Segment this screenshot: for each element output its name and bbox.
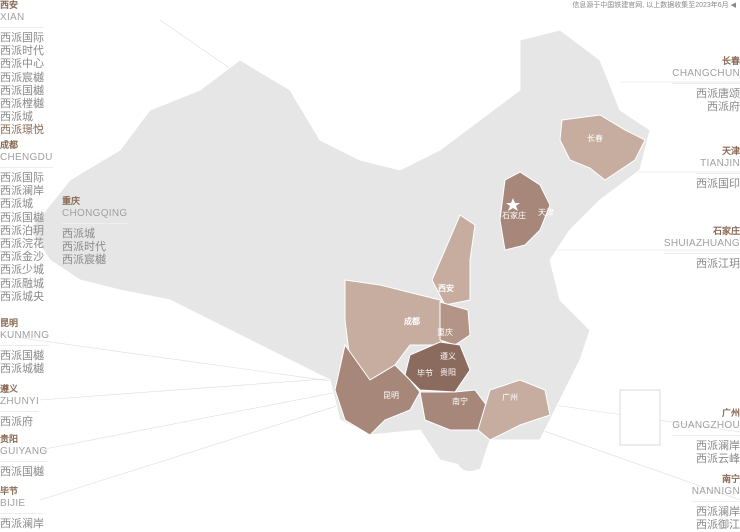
city-pinyin: NANNIGN [691, 485, 740, 502]
city-pinyin: CHENGDU [0, 151, 53, 168]
project-item: 西派时代 [0, 45, 44, 58]
project-item: 西派国际 [0, 32, 44, 44]
city-name: 遵义 [0, 384, 19, 394]
city-block-nannign: 南宁 NANNIGN 西派澜岸 西派御江 [691, 474, 740, 532]
source-note: 信息源于中国铁建官网, 以上数据收集至2023年6月 ◀ [572, 2, 736, 9]
city-block-guiyang: 贵阳 GUIYANG 西派国樾 [0, 434, 48, 479]
map-city-label: 毕节 [417, 369, 433, 378]
city-block-changchun: 长春 CHANGCHUN 西派唐颂 西派府 [672, 56, 740, 114]
city-pinyin: TIANJIN [696, 157, 740, 174]
province-hebei [499, 171, 551, 251]
project-item: 西派宸樾 [62, 254, 106, 267]
project-item: 西派国樾 [0, 211, 44, 224]
city-pinyin: CHANGCHUN [672, 67, 740, 84]
project-item: 西派国际 [0, 172, 44, 184]
project-item: 西派国樾 [0, 466, 44, 478]
map-city-label: 昆明 [383, 391, 399, 400]
project-item: 西派浣花 [0, 238, 44, 251]
china-base [29, 29, 651, 471]
map-city-label: 石家庄 [502, 211, 526, 220]
map-city-label: 南宁 [452, 397, 468, 406]
city-pinyin: BIJIE [0, 497, 44, 514]
project-item: 西派中心 [0, 58, 44, 71]
city-block-kunming: 昆明 KUNMING 西派国樾 西派城樾 [0, 318, 50, 376]
project-item: 西派江玥 [696, 258, 740, 270]
project-item: 西派城 [0, 198, 33, 211]
map-city-label: 成都 [404, 317, 420, 326]
project-item: 西派府 [0, 416, 33, 428]
project-item: 西派金沙 [0, 251, 44, 264]
city-pinyin: GUIYANG [0, 445, 48, 462]
map-city-label: 广州 [502, 393, 518, 402]
project-item: 西派城樾 [0, 363, 44, 376]
province-shaanxi [431, 214, 476, 306]
city-block-chengdu: 成都 CHENGDU 西派国际 西派澜岸 西派城 西派国樾 西派泊玥 西派浣花 西派金沙 西派少城… [0, 140, 53, 304]
city-pinyin: XIAN [0, 11, 44, 28]
map-city-label: 天津 [538, 208, 554, 217]
project-item: 西派国樾 [0, 350, 44, 362]
project-item: 西派城央 [0, 290, 44, 303]
project-item: 西派澜岸 [0, 518, 44, 530]
city-name: 长春 [721, 56, 740, 66]
city-block-xian: 西安 XIAN 西派国际 西派时代 西派中心 西派宸樾 西派国樾 西派樘樾 西派城 西派璟悦 [0, 0, 44, 138]
city-name: 天津 [721, 146, 740, 156]
project-item: 西派澜岸 [696, 440, 740, 452]
project-item: 西派时代 [62, 241, 106, 254]
city-pinyin: ZHUNYI [0, 395, 40, 412]
city-name: 成都 [0, 140, 19, 150]
city-pinyin: CHONGQING [62, 207, 128, 224]
leader-line [0, 334, 396, 391]
south-china-sea-inset [619, 389, 661, 446]
city-block-bijie: 毕节 BIJIE 西派澜岸 [0, 486, 44, 531]
project-item: 西派国印 [696, 178, 740, 190]
map-city-label: 重庆 [437, 328, 453, 337]
city-name: 昆明 [0, 318, 19, 328]
province-jilin [559, 114, 646, 181]
project-item: 西派府 [707, 101, 740, 114]
province-chongqing [439, 301, 471, 346]
map-city-label: 贵阳 [440, 368, 456, 377]
city-name: 西安 [0, 0, 19, 10]
project-item: 西派御江 [696, 519, 740, 532]
project-item: 西派澜岸 [0, 185, 44, 198]
map-city-label: 西安 [438, 284, 454, 293]
city-name: 毕节 [0, 486, 19, 496]
city-name: 南宁 [721, 474, 740, 484]
province-guangdong [477, 379, 551, 441]
project-item: 西派云峰 [696, 453, 740, 466]
city-block-guangzhou: 广州 GUANGZHOU 西派澜岸 西派云峰 [672, 408, 740, 466]
city-block-chongqing: 重庆 CHONGQING 西派城 西派时代 西派宸樾 [62, 196, 128, 268]
project-item: 西派少城 [0, 264, 44, 277]
project-item: 西派融城 [0, 277, 44, 290]
city-name: 贵阳 [0, 434, 19, 444]
project-item: 西派唐颂 [696, 88, 740, 100]
map-city-label: 遵义 [440, 352, 456, 361]
city-name: 广州 [721, 408, 740, 418]
city-block-shuiazhuang: 石家庄 SHUIAZHUANG 西派江玥 [663, 226, 740, 271]
city-pinyin: KUNMING [0, 329, 50, 346]
island-hainan [458, 453, 482, 471]
project-item: 西派泊玥 [0, 224, 44, 237]
city-block-zhunyi: 遵义 ZHUNYI 西派府 [0, 384, 40, 429]
star-icon [506, 198, 520, 211]
city-pinyin: SHUIAZHUANG [663, 237, 740, 254]
province-yunnan [334, 343, 421, 436]
city-block-tianjin: 天津 TIANJIN 西派国印 [696, 146, 740, 191]
project-item: 西派樘樾 [0, 98, 44, 111]
project-item: 西派澜岸 [696, 506, 740, 518]
city-pinyin: GUANGZHOU [672, 419, 740, 436]
project-item: 西派城 [62, 228, 95, 240]
project-item: 西派城 [0, 111, 33, 124]
city-name: 重庆 [62, 196, 81, 206]
map-city-label: 长春 [587, 134, 603, 143]
project-item: 西派国樾 [0, 84, 44, 97]
project-item: 西派宸樾 [0, 71, 44, 84]
project-item: 西派璟悦 [0, 124, 44, 137]
city-name: 石家庄 [712, 226, 740, 236]
